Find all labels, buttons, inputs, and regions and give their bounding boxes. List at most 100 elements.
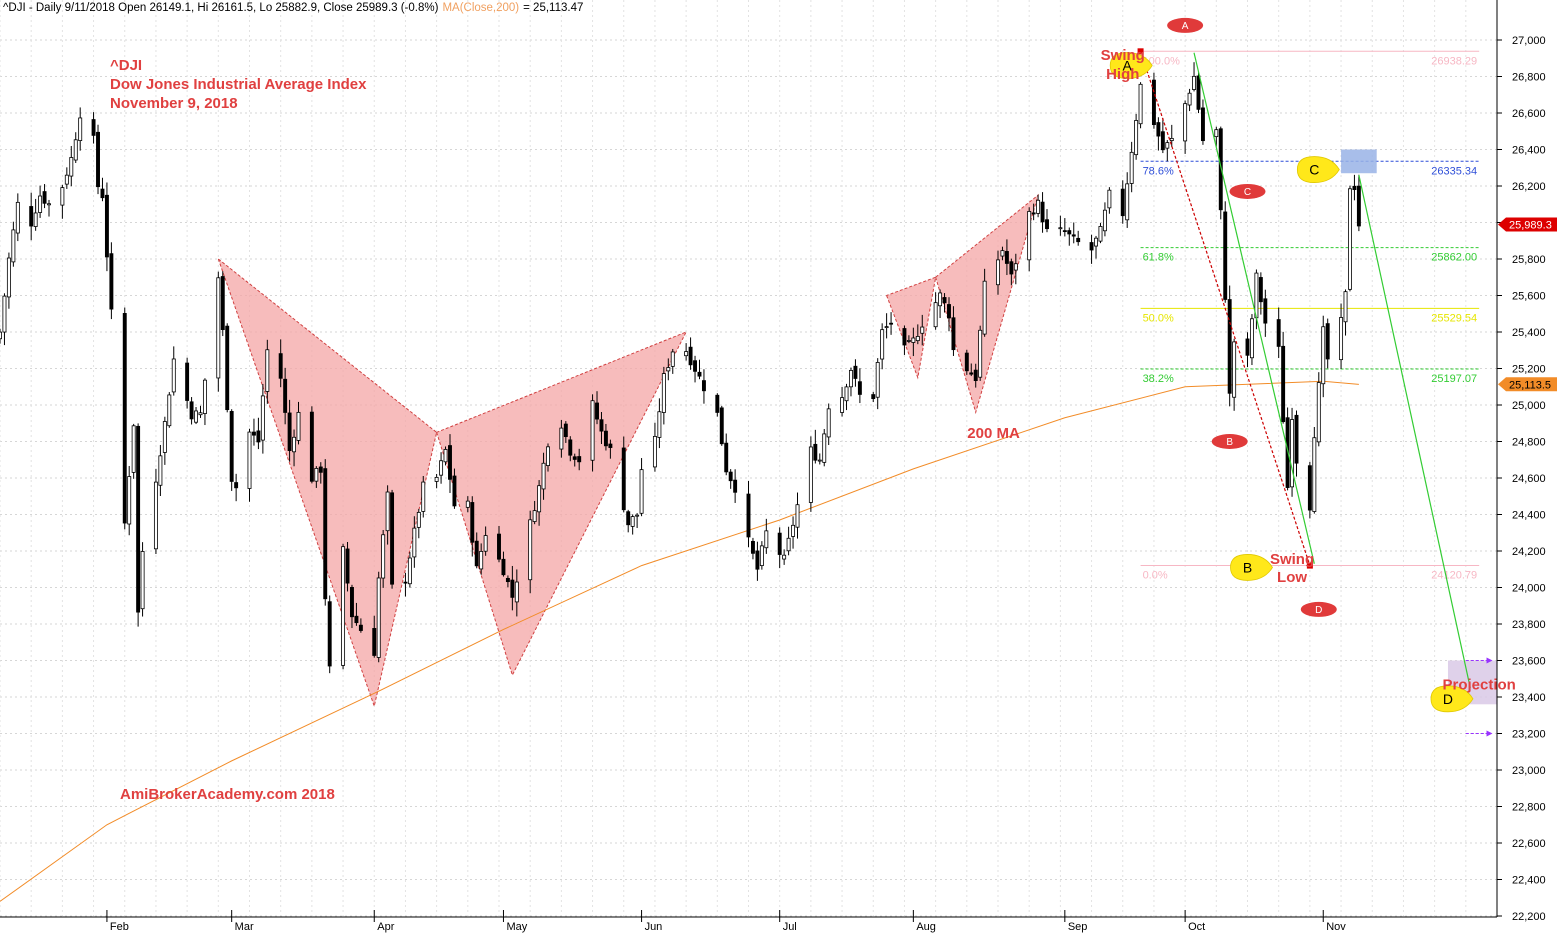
candle-body [510,579,515,598]
abcd-lines [1137,48,1493,737]
candle-body [1165,142,1170,149]
fib-pct-label: 100.0% [1143,55,1181,67]
y-tick-label: 22,600 [1512,838,1546,850]
candle-body [1200,107,1205,142]
candle-body [728,471,733,482]
candle-body [889,322,894,325]
candle-body [849,369,853,388]
yellow-point-marker [1230,554,1273,581]
x-tick-label: Oct [1188,921,1205,933]
candle-body [1040,201,1045,223]
candle-body [1223,211,1228,300]
candle-body [100,188,105,199]
y-tick-label: 27,000 [1512,35,1546,47]
candle-body [131,425,136,473]
price-tag [1498,377,1557,392]
candle-body [1036,199,1041,214]
candle-body [906,340,911,342]
candle-body [354,615,359,624]
candle-body [327,601,332,667]
candle-body [541,462,546,490]
candle-body [434,476,439,482]
candle-body [920,326,925,334]
red-point-marker [1300,601,1337,617]
y-tick-label: 24,800 [1512,437,1546,449]
yellow-point-label: A [1123,58,1133,74]
candle-body [782,554,787,560]
candle-body [416,511,421,528]
y-tick-label: 22,800 [1512,802,1546,814]
candle-body [136,425,141,613]
candle-body [973,369,978,382]
candle-body [341,546,346,666]
candle-body [871,394,876,400]
candle-body [216,277,221,379]
candle-body [234,482,239,489]
candle-body [559,427,564,450]
fib-pct-label: 38.2% [1143,373,1174,385]
candle-body [826,408,831,438]
watermark: AmiBrokerAcademy.com 2018 [120,786,335,803]
candle-body [1120,188,1125,217]
candle-body [47,203,51,206]
fib-pct-label: 61.8% [1143,252,1174,264]
x-tick-label: Sep [1068,921,1088,933]
candle-body [969,372,974,375]
fib-pct-label: 50.0% [1143,312,1174,324]
candle-body [443,449,448,463]
candle-body [225,325,230,411]
candle-body [470,502,475,543]
candle-body [1348,188,1352,290]
candle-body [1151,79,1156,126]
candle-body [1134,120,1139,156]
candle-body [483,535,488,552]
candle-body [733,479,738,493]
candle-body [639,469,644,514]
candle-body [287,412,292,452]
header-ma-label: MA(Close,200) [442,2,519,14]
y-tick-label: 23,000 [1512,765,1546,777]
swing-high-label: Swing [1101,47,1145,64]
candle-body [537,485,542,513]
candle-body [1102,209,1107,232]
candle-body [1004,251,1009,264]
candle-body [0,331,2,340]
candle-body [345,548,350,584]
candle-body [2,295,7,333]
candle-body [1249,318,1254,359]
pattern-triangle [885,276,937,380]
candle-body [381,534,386,579]
candle-body [283,378,288,413]
candle-body [1045,219,1049,230]
harmonic-patterns [217,193,1040,708]
point-markers: A C B D A C B D [1109,17,1474,713]
header-prefix: ^DJI - Daily 9/11/2018 Open 26149.1, Hi … [3,2,439,14]
candle-body [577,456,582,463]
candle-body [11,229,16,263]
candle-body [1098,226,1103,242]
candle-body [621,447,626,511]
candle-body [608,443,613,448]
candle-body [791,524,796,537]
yellow-point-label: B [1243,559,1252,575]
candle-body [853,365,858,379]
y-tick-label: 24,000 [1512,583,1546,595]
candle-body [421,481,426,512]
fib-value-label: 25529.54 [1431,312,1477,324]
candles [0,62,1361,674]
candle-body [1290,419,1295,488]
candle-body [1192,75,1196,90]
candle-body [439,460,444,476]
y-tick-label: 24,200 [1512,546,1546,558]
y-tick-label: 23,400 [1512,692,1546,704]
candle-body [599,419,604,432]
y-tick-label: 26,600 [1512,108,1546,120]
candle-body [372,628,377,656]
swing-low-dot [1306,562,1313,569]
price-tag-label: 25,113.5 [1509,379,1551,391]
candle-body [1356,185,1361,227]
candle-body [951,317,956,351]
candle-body [403,581,408,584]
y-tick-label: 24,600 [1512,473,1546,485]
